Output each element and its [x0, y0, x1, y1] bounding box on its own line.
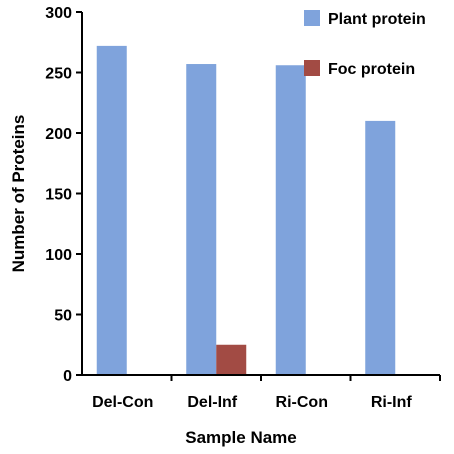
x-tick-label: Ri-Inf — [371, 394, 413, 411]
bar-plant-protein-del-inf — [186, 64, 217, 375]
y-tick-label: 250 — [45, 66, 72, 83]
bars-group — [96, 45, 396, 376]
bar-plant-protein-ri-con — [275, 65, 306, 376]
y-tick-label: 200 — [45, 126, 72, 143]
legend-swatch — [304, 60, 320, 76]
y-tick-label: 100 — [45, 247, 72, 264]
legend-label: Plant protein — [328, 11, 426, 28]
y-tick-label: 0 — [63, 368, 72, 385]
bar-plant-protein-del-con — [96, 45, 127, 375]
legend-swatch — [304, 10, 320, 26]
y-tick-label: 50 — [54, 308, 72, 325]
y-axis: 0 50 100 150 200 250 300 — [45, 5, 83, 385]
x-tick-label: Del-Con — [92, 394, 153, 411]
y-axis-title: Number of Proteins — [9, 115, 28, 273]
bar-plant-protein-ri-inf — [365, 120, 396, 376]
y-tick-label: 150 — [45, 187, 72, 204]
legend-label: Foc protein — [328, 61, 415, 78]
x-axis-title: Sample Name — [185, 428, 297, 447]
x-axis: Del-Con Del-Inf Ri-Con Ri-Inf — [82, 374, 441, 411]
x-tick-label: Ri-Con — [276, 394, 328, 411]
legend: Plant protein Foc protein — [304, 10, 426, 78]
y-tick-label: 300 — [45, 5, 72, 22]
bar-foc-protein-del-inf — [216, 344, 247, 375]
x-tick-label: Del-Inf — [187, 394, 237, 411]
